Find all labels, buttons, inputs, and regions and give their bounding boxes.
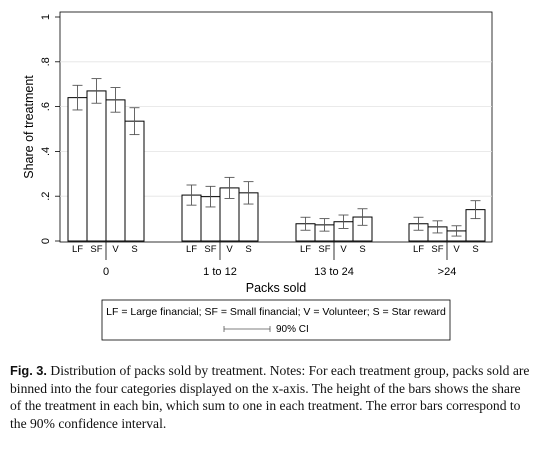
bar-series-label: S [245,244,251,255]
bar-series-label: S [131,244,137,255]
bar [105,99,126,242]
legend-ci-label: 90% CI [276,324,309,335]
legend-box [101,299,451,341]
bar-series-label: SF [431,244,443,255]
y-axis-title: Share of treatment [22,75,36,179]
x-category-label: 13 to 24 [314,266,354,278]
y-tick-label: .4 [40,147,52,156]
bar-series-label: SF [204,244,216,255]
y-tick-label: .8 [40,57,52,66]
bar-series-label: SF [90,244,102,255]
y-tick-label: .6 [40,102,52,111]
bar-series-label: S [359,244,365,255]
legend: LF = Large financial; SF = Small financi… [101,299,451,341]
bar-series-label: V [112,244,119,255]
bar-series-label: V [226,244,233,255]
bar-series-label: LF [300,244,311,255]
bar-chart: 0 .2 .4 .6 .8 1 LF SF V S 0 LF SF V S 1 to 12 LF SF V S 13 … [22,11,493,341]
bar-series-label: LF [413,244,424,255]
x-category-label: 0 [103,266,109,278]
x-axis-title: Packs sold [246,281,306,295]
x-category-label: 1 to 12 [203,266,237,278]
legend-ci-symbol [223,326,271,332]
bar [124,120,145,242]
bar-series-label: V [340,244,347,255]
bar-series-label: SF [318,244,330,255]
y-tick-label: 1 [40,14,52,20]
bar [86,90,107,242]
error-bars [72,78,481,237]
y-tick-label: .2 [40,192,52,201]
x-category-label: >24 [438,266,457,278]
figure-caption: Fig. 3. Distribution of packs sold by tr… [10,362,532,432]
bar-series-label: LF [72,244,83,255]
bar [67,97,88,242]
caption-label: Fig. 3. [10,363,47,378]
y-axis: 0 .2 .4 .6 .8 1 [40,14,60,244]
bar-series-label: V [453,244,460,255]
legend-text: LF = Large financial; SF = Small financi… [106,306,446,318]
bar-series-label: S [472,244,478,255]
y-tick-label: 0 [40,238,52,244]
bar-series-label: LF [186,244,197,255]
caption-text: Distribution of packs sold by treatment.… [10,363,530,431]
chart-figure: 0 .2 .4 .6 .8 1 LF SF V S 0 LF SF V S 1 to 12 LF SF V S 13 … [22,11,493,341]
